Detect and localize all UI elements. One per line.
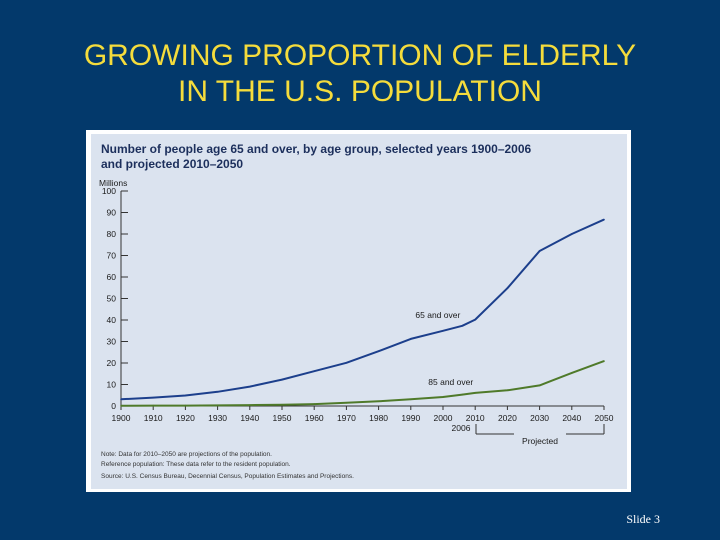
y-tick-label: 0 <box>111 401 116 411</box>
data-point <box>461 393 464 396</box>
data-point <box>461 325 464 327</box>
y-ticks: 0 10 20 30 40 50 60 70 80 90 100 <box>102 186 128 411</box>
note-line-3: Source: U.S. Census Bureau, Decennial Ce… <box>101 473 354 480</box>
x-extra-label-2006: 2006 <box>452 423 471 433</box>
note-line-2: Reference population: These data refer t… <box>101 461 291 468</box>
x-ticks: 1900 1910 1920 1930 1940 1950 1960 1970 1980 1990… <box>112 406 614 423</box>
slide-title-line-1: GROWING PROPORTION OF ELDERLY <box>83 39 637 72</box>
data-point <box>571 233 573 235</box>
data-point <box>603 360 605 362</box>
data-point <box>506 389 509 392</box>
data-point <box>603 218 605 221</box>
data-point <box>281 378 283 381</box>
data-point <box>442 396 444 398</box>
x-tick-label: 1960 <box>305 413 324 423</box>
note-line-1: Note: Data for 2010–2050 are projections… <box>101 451 272 458</box>
data-point <box>345 401 348 404</box>
x-tick-label: 2050 <box>595 413 614 423</box>
data-point <box>410 338 412 340</box>
data-point <box>184 394 187 397</box>
x-tick-label: 1920 <box>176 413 195 423</box>
data-point <box>152 396 154 399</box>
y-tick-label: 60 <box>107 272 117 282</box>
y-tick-label: 20 <box>107 358 117 368</box>
slide-title-line-2: IN THE U.S. POPULATION <box>178 75 542 108</box>
y-tick-label: 100 <box>102 186 116 196</box>
data-point <box>442 329 444 332</box>
y-tick-label: 30 <box>107 337 117 347</box>
data-point <box>152 404 154 407</box>
series-line-85-and-over <box>120 360 605 407</box>
y-tick-label: 70 <box>107 251 117 261</box>
series-lines: 65 and over 85 and over <box>120 218 605 407</box>
y-tick-label: 10 <box>107 380 117 390</box>
x-tick-label: 1940 <box>240 413 259 423</box>
projected-bracket: Projected <box>475 424 605 446</box>
x-tick-label: 1990 <box>401 413 420 423</box>
data-point <box>120 398 122 401</box>
series-label-85-and-over: 85 and over <box>428 377 473 387</box>
data-point <box>377 400 380 403</box>
series-label-65-and-over: 65 and over <box>415 310 460 320</box>
data-point <box>281 403 283 406</box>
y-tick-label: 40 <box>107 315 117 325</box>
projected-label: Projected <box>522 436 558 446</box>
slide-title: GROWING PROPORTION OF ELDERLY IN THE U.S… <box>0 38 720 110</box>
x-tick-label: 2040 <box>562 413 581 423</box>
data-point <box>506 287 509 289</box>
x-tick-label: 2000 <box>434 413 453 423</box>
data-point <box>313 370 316 372</box>
series-line-65-and-over <box>120 218 605 401</box>
x-tick-label: 2030 <box>530 413 549 423</box>
data-point <box>249 385 251 388</box>
data-point <box>410 398 412 401</box>
chart-title-line-1: Number of people age 65 and over, by age… <box>101 142 532 156</box>
data-point <box>538 384 541 387</box>
x-tick-label: 1970 <box>337 413 356 423</box>
data-point <box>216 391 219 393</box>
data-point <box>571 372 573 374</box>
data-point <box>474 318 477 321</box>
data-point <box>249 404 251 406</box>
y-tick-label: 80 <box>107 229 117 239</box>
x-tick-label: 1980 <box>369 413 388 423</box>
x-tick-label: 1900 <box>112 413 131 423</box>
y-axis-label: Millions <box>99 178 127 188</box>
data-point <box>345 361 348 364</box>
data-point <box>184 404 187 407</box>
data-point <box>216 404 219 407</box>
data-point <box>474 392 477 394</box>
x-tick-label: 2020 <box>498 413 517 423</box>
data-point <box>538 250 541 252</box>
x-tick-label: 1930 <box>208 413 227 423</box>
x-tick-label: 1910 <box>144 413 163 423</box>
chart-panel <box>91 134 627 489</box>
x-tick-label: 1950 <box>273 413 292 423</box>
data-point <box>120 404 122 407</box>
x-tick-label: 2010 <box>466 413 485 423</box>
slide-number: Slide 3 <box>626 512 660 526</box>
y-tick-label: 90 <box>107 208 117 218</box>
data-point <box>377 350 380 352</box>
y-tick-label: 50 <box>107 294 117 304</box>
data-point <box>313 403 316 405</box>
chart-title-line-2: and projected 2010–2050 <box>101 157 243 171</box>
